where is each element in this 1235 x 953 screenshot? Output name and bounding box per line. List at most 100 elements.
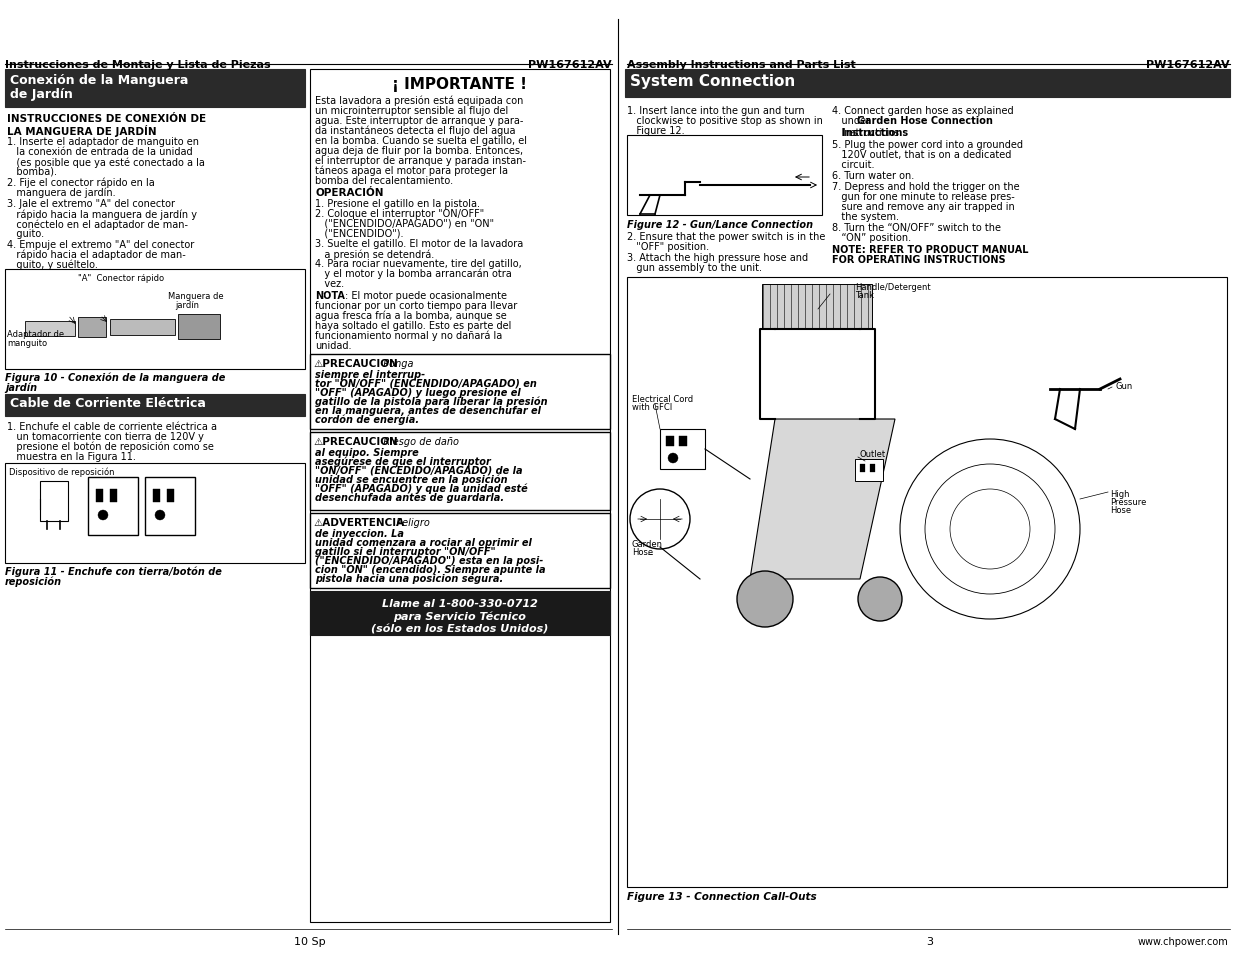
Bar bbox=[5, 463, 305, 563]
Text: 1. Inserte el adaptador de manguito en: 1. Inserte el adaptador de manguito en bbox=[7, 137, 199, 147]
Text: manguera de jardín.: manguera de jardín. bbox=[7, 188, 116, 198]
Bar bbox=[5, 395, 305, 416]
Text: gatillo de la pistola para liberar la presión: gatillo de la pistola para liberar la pr… bbox=[315, 396, 547, 407]
Text: 7. Depress and hold the trigger on the: 7. Depress and hold the trigger on the bbox=[832, 182, 1020, 192]
Text: 3. Attach the high pressure hose and: 3. Attach the high pressure hose and bbox=[627, 253, 808, 263]
Text: "OFF" position.: "OFF" position. bbox=[627, 242, 709, 252]
Circle shape bbox=[858, 578, 902, 621]
Text: ⚠PRECAUCION: ⚠PRECAUCION bbox=[312, 436, 398, 447]
Text: táneos apaga el motor para proteger la: táneos apaga el motor para proteger la bbox=[315, 166, 508, 176]
Bar bbox=[855, 459, 883, 481]
Text: Llame al 1-800-330-0712: Llame al 1-800-330-0712 bbox=[382, 598, 538, 608]
Text: 3. Suelte el gatillo. El motor de la lavadora: 3. Suelte el gatillo. El motor de la lav… bbox=[315, 239, 524, 249]
Text: haya soltado el gatillo. Esto es parte del: haya soltado el gatillo. Esto es parte d… bbox=[315, 320, 511, 331]
Polygon shape bbox=[750, 419, 895, 579]
Text: Assembly Instructions and Parts List: Assembly Instructions and Parts List bbox=[627, 60, 856, 70]
Text: NOTA: NOTA bbox=[315, 291, 345, 301]
Text: cordón de energía.: cordón de energía. bbox=[315, 415, 419, 425]
Text: reposición: reposición bbox=[5, 577, 62, 587]
Text: gatillo si el interruptor "ON/OFF": gatillo si el interruptor "ON/OFF" bbox=[315, 546, 495, 557]
Text: rápido hacia el adaptador de man-: rápido hacia el adaptador de man- bbox=[7, 250, 185, 260]
Text: clockwise to positive stop as shown in: clockwise to positive stop as shown in bbox=[627, 116, 823, 126]
Bar bbox=[110, 490, 117, 502]
Bar bbox=[310, 514, 610, 588]
Text: Hose: Hose bbox=[1110, 505, 1131, 515]
Bar bbox=[627, 136, 823, 215]
Text: (es posible que ya esté conectado a la: (es posible que ya esté conectado a la bbox=[7, 157, 205, 168]
Text: presione el botón de reposición como se: presione el botón de reposición como se bbox=[7, 441, 214, 452]
Text: guito.: guito. bbox=[7, 229, 44, 239]
Bar bbox=[78, 317, 106, 337]
Text: unidad se encuentre en la posición: unidad se encuentre en la posición bbox=[315, 475, 508, 485]
Text: Instructions: Instructions bbox=[832, 128, 908, 138]
Bar bbox=[627, 277, 1228, 887]
Text: ("ENCENDIDO/APAGADO") en "ON": ("ENCENDIDO/APAGADO") en "ON" bbox=[315, 219, 494, 229]
Text: 1. Presione el gatillo en la pistola.: 1. Presione el gatillo en la pistola. bbox=[315, 199, 480, 209]
Text: en la manguera, antes de desenchufar el: en la manguera, antes de desenchufar el bbox=[315, 406, 541, 416]
Text: 1. Insert lance into the gun and turn: 1. Insert lance into the gun and turn bbox=[627, 106, 805, 116]
Text: Dispositivo de reposición: Dispositivo de reposición bbox=[9, 468, 115, 477]
Text: ("ENCENDIDO/APAGADO") esta en la posi-: ("ENCENDIDO/APAGADO") esta en la posi- bbox=[315, 556, 543, 565]
Bar bbox=[860, 464, 864, 473]
Text: bomba).: bomba). bbox=[7, 167, 57, 177]
Text: unidad comenzara a rociar al oprimir el: unidad comenzara a rociar al oprimir el bbox=[315, 537, 532, 547]
Text: Esta lavadora a presión está equipada con: Esta lavadora a presión está equipada co… bbox=[315, 96, 524, 107]
Bar bbox=[144, 477, 195, 536]
Text: funcionamiento normal y no dañará la: funcionamiento normal y no dañará la bbox=[315, 331, 503, 341]
Text: PW167612AV: PW167612AV bbox=[529, 60, 613, 70]
Text: 10 Sp: 10 Sp bbox=[294, 936, 326, 946]
Text: rápido hacia la manguera de jardín y: rápido hacia la manguera de jardín y bbox=[7, 209, 198, 219]
Bar bbox=[96, 490, 103, 502]
Text: System Connection: System Connection bbox=[630, 74, 795, 89]
Text: manguito: manguito bbox=[7, 338, 47, 348]
Text: Figura 10 - Conexión de la manguera de: Figura 10 - Conexión de la manguera de bbox=[5, 373, 225, 383]
Text: vez.: vez. bbox=[315, 278, 345, 289]
Text: 2. Coloque el interruptor "ON/OFF": 2. Coloque el interruptor "ON/OFF" bbox=[315, 209, 484, 219]
Text: Instructions.: Instructions. bbox=[832, 128, 902, 138]
Bar bbox=[310, 592, 610, 636]
Bar bbox=[178, 314, 220, 339]
Text: pistola hacia una posicion segura.: pistola hacia una posicion segura. bbox=[315, 574, 503, 583]
Text: 4. Para rociar nuevamente, tire del gatillo,: 4. Para rociar nuevamente, tire del gati… bbox=[315, 258, 521, 269]
Bar bbox=[25, 322, 75, 336]
Text: gun assembly to the unit.: gun assembly to the unit. bbox=[627, 263, 762, 273]
Text: Adaptador de: Adaptador de bbox=[7, 330, 64, 338]
Text: with GFCI: with GFCI bbox=[632, 402, 672, 412]
Text: tor "ON/OFF" (ENCENDIDO/APAGADO) en: tor "ON/OFF" (ENCENDIDO/APAGADO) en bbox=[315, 378, 537, 389]
Bar bbox=[762, 285, 872, 330]
Text: para Servicio Técnico: para Servicio Técnico bbox=[394, 612, 526, 622]
Bar bbox=[167, 490, 174, 502]
Bar bbox=[869, 464, 876, 473]
Text: Figura 11 - Enchufe con tierra/botón de: Figura 11 - Enchufe con tierra/botón de bbox=[5, 566, 222, 577]
Text: agua. Este interruptor de arranque y para-: agua. Este interruptor de arranque y par… bbox=[315, 116, 524, 126]
Text: en la bomba. Cuando se suelta el gatillo, el: en la bomba. Cuando se suelta el gatillo… bbox=[315, 136, 527, 146]
Text: 120V outlet, that is on a dedicated: 120V outlet, that is on a dedicated bbox=[832, 150, 1011, 160]
Circle shape bbox=[668, 454, 678, 463]
Text: ⚠ADVERTENCIA: ⚠ADVERTENCIA bbox=[312, 517, 404, 527]
Circle shape bbox=[737, 572, 793, 627]
Text: asegúrese de que el interruptor: asegúrese de que el interruptor bbox=[315, 456, 490, 467]
Text: 4. Empuje el extremo "A" del conector: 4. Empuje el extremo "A" del conector bbox=[7, 240, 194, 250]
Bar bbox=[310, 355, 610, 430]
Text: 4. Connect garden hose as explained: 4. Connect garden hose as explained bbox=[832, 106, 1014, 116]
Text: ⚠PRECAUCION: ⚠PRECAUCION bbox=[312, 358, 398, 369]
Text: 3: 3 bbox=[926, 936, 934, 946]
Text: al equipo. Siempre: al equipo. Siempre bbox=[315, 448, 419, 457]
Text: sure and remove any air trapped in: sure and remove any air trapped in bbox=[832, 202, 1015, 212]
Text: 2. Fije el conector rápido en la: 2. Fije el conector rápido en la bbox=[7, 178, 154, 189]
Text: Pressure: Pressure bbox=[1110, 497, 1146, 506]
Bar bbox=[5, 270, 305, 370]
Bar bbox=[110, 319, 175, 335]
Text: 2. Ensure that the power switch is in the: 2. Ensure that the power switch is in th… bbox=[627, 232, 825, 242]
Text: un microinterruptor sensible al flujo del: un microinterruptor sensible al flujo de… bbox=[315, 106, 509, 116]
Circle shape bbox=[156, 511, 165, 520]
Text: 3. Jale el extremo "A" del conector: 3. Jale el extremo "A" del conector bbox=[7, 199, 175, 209]
Text: (sólo en los Estados Unidos): (sólo en los Estados Unidos) bbox=[372, 624, 548, 635]
Text: la conexión de entrada de la unidad: la conexión de entrada de la unidad bbox=[7, 147, 193, 157]
Text: PW167612AV: PW167612AV bbox=[1146, 60, 1230, 70]
Text: cion "ON" (encendido). Siempre apunte la: cion "ON" (encendido). Siempre apunte la bbox=[315, 564, 546, 575]
Text: FOR OPERATING INSTRUCTIONS: FOR OPERATING INSTRUCTIONS bbox=[832, 254, 1005, 265]
Text: desenchufada antes de guardarla.: desenchufada antes de guardarla. bbox=[315, 493, 504, 502]
Text: circuit.: circuit. bbox=[832, 160, 874, 170]
Text: the system.: the system. bbox=[832, 212, 899, 222]
